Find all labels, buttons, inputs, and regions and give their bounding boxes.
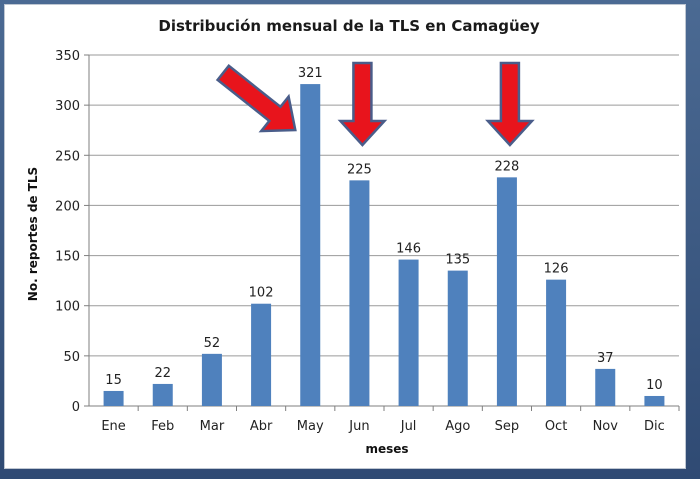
data-label: 102 [249, 286, 274, 301]
y-tick-label: 300 [55, 99, 80, 114]
x-tick-label: Ene [101, 419, 125, 434]
x-tick-label: Feb [151, 419, 174, 434]
red-arrow [337, 61, 388, 147]
annotation-arrows [215, 61, 535, 147]
y-tick-label: 100 [55, 300, 80, 315]
x-tick-label: Oct [545, 419, 567, 434]
chart-title: Distribución mensual de la TLS en Camagü… [158, 17, 539, 35]
data-label: 146 [396, 242, 421, 257]
bar [398, 259, 419, 406]
data-label: 22 [154, 366, 171, 381]
x-tick-label: Ago [445, 419, 470, 434]
data-label: 15 [105, 373, 122, 388]
bar [152, 383, 173, 406]
x-tick-label: Jun [348, 419, 369, 434]
bar [103, 390, 124, 406]
data-label: 321 [298, 66, 323, 81]
axis-ticks: 0 50 100 150 200 250 300 350 Ene Feb Mar Abr May Jun J… [55, 49, 680, 434]
y-tick-label: 200 [55, 199, 80, 214]
y-tick-label: 350 [55, 49, 80, 64]
bar [300, 84, 321, 406]
y-tick-label: 250 [55, 149, 80, 164]
data-label: 135 [445, 253, 470, 268]
bar [349, 180, 370, 406]
data-label: 225 [347, 162, 372, 177]
data-label: 126 [544, 262, 569, 277]
chart-panel: Distribución mensual de la TLS en Camagü… [4, 4, 686, 469]
data-labels: 15 22 52 102 321 225 146 135 228 126 37 10 [105, 66, 662, 393]
bar [201, 353, 222, 406]
data-label: 10 [646, 378, 663, 393]
bar [546, 279, 567, 406]
data-label: 52 [204, 336, 221, 351]
y-tick-label: 50 [63, 350, 80, 365]
x-tick-label: Nov [593, 419, 619, 434]
x-tick-label: Sep [495, 419, 520, 434]
x-tick-label: Abr [250, 419, 273, 434]
x-tick-label: May [297, 419, 324, 434]
bars [103, 84, 665, 406]
x-tick-label: Mar [200, 419, 225, 434]
data-label: 37 [597, 351, 614, 366]
data-label: 228 [495, 159, 520, 174]
y-tick-label: 0 [72, 400, 80, 415]
x-tick-label: Dic [644, 419, 665, 434]
bar [496, 177, 517, 406]
bar [447, 270, 468, 406]
red-arrow [485, 61, 535, 147]
bar [644, 395, 665, 406]
bar [251, 303, 272, 406]
bar [595, 368, 616, 406]
x-tick-label: Jul [400, 419, 417, 434]
x-axis-title: meses [365, 442, 408, 456]
bar-chart: Distribución mensual de la TLS en Camagü… [26, 17, 680, 456]
gridlines [88, 54, 679, 407]
y-tick-label: 150 [55, 250, 80, 265]
y-axis-title: No. reportes de TLS [26, 167, 40, 301]
red-arrow [215, 64, 297, 133]
